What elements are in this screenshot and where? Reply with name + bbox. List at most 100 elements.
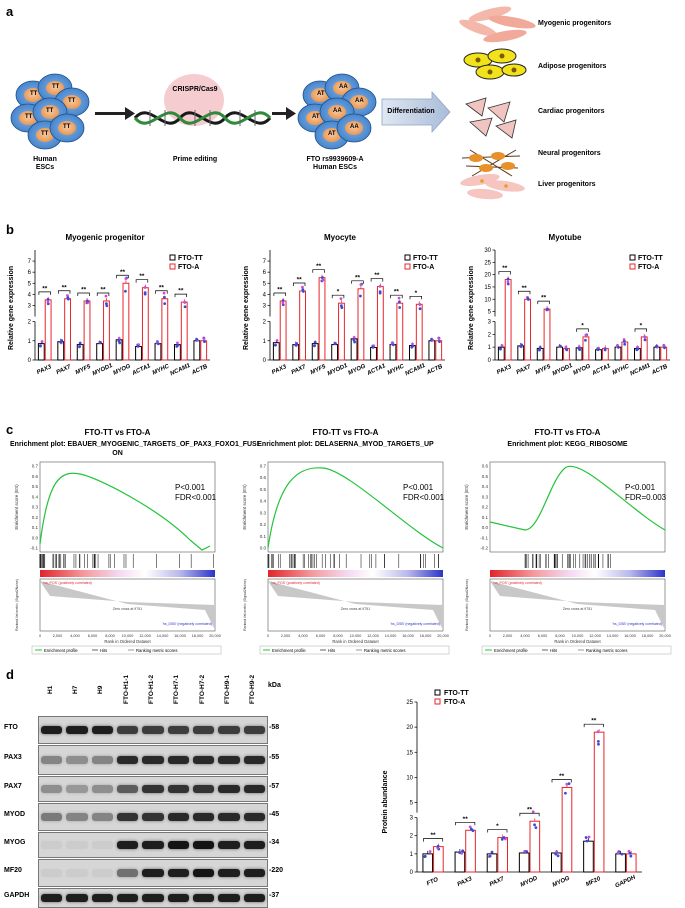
protein-band	[91, 726, 113, 734]
protein-band	[218, 785, 240, 793]
significance-bracket	[537, 300, 550, 305]
bar	[486, 853, 498, 873]
y-tick-label: 4	[263, 292, 267, 298]
chart-group: 0 1 2 3 5 10 15 20 25 FTO ** PAX3 ** PAX7 * MYOD ** MYOG *…	[406, 700, 642, 888]
legend-label: Enrichment profile	[494, 648, 528, 653]
x-tick-label: MYOG	[552, 875, 571, 888]
bar	[122, 282, 130, 361]
bar	[299, 290, 306, 361]
legend-label: FTO-A	[178, 264, 199, 271]
x-tick-label: PAX7	[516, 364, 533, 376]
significance-bracket	[38, 291, 51, 295]
x-tick-label: MYHC	[387, 363, 406, 376]
protein-band	[243, 756, 265, 764]
significance-bracket	[331, 294, 345, 299]
bar	[76, 344, 84, 361]
protein-band	[193, 894, 215, 902]
data-point	[622, 339, 626, 343]
data-point	[564, 791, 567, 795]
data-point	[136, 345, 140, 348]
significance-marker: **	[42, 285, 48, 292]
differentiation-arrow-icon	[381, 90, 451, 134]
x-tick-label: PAX7	[56, 364, 73, 376]
significance-marker: **	[355, 274, 361, 281]
es-tick-label: -0.1	[480, 535, 488, 540]
legend-label: Hits	[328, 648, 335, 653]
progenitor-label: Adipose progenitors	[538, 63, 607, 70]
bar	[497, 837, 508, 873]
data-point	[430, 337, 433, 341]
protein-band	[142, 785, 164, 793]
prime-editing-label: Prime editing	[172, 156, 218, 163]
x-tick-label: 8,000	[105, 634, 115, 638]
y-tick-label: 3	[263, 303, 267, 309]
data-point	[526, 297, 530, 300]
protein-band	[243, 841, 265, 849]
y-axis-label: Relative gene expression	[468, 266, 475, 350]
data-point	[124, 277, 128, 281]
data-point	[183, 300, 187, 304]
data-point	[275, 339, 279, 342]
gsea-comparison: FTO-TT vs FTO-A	[84, 428, 151, 437]
bar	[141, 287, 149, 361]
legend-label: FTO-A	[638, 264, 659, 271]
lane-label: FTO-H9-2	[249, 674, 257, 704]
pos-label: 'na_POS' (positively correlated)	[271, 581, 320, 585]
protein-label: FTO	[4, 724, 18, 731]
es-axis-label: Enrichment score (ES)	[14, 484, 19, 530]
x-tick-label: 0	[267, 634, 269, 638]
data-point	[555, 850, 559, 854]
y-tick-label: 5	[28, 281, 32, 287]
data-point	[597, 742, 600, 746]
protein-abundance-chart: Protein abundance 0 1 2 3 5 10 15 20 25 FTO ** PAX3 *…	[382, 689, 642, 888]
data-point	[538, 348, 541, 352]
x-tick-label: MYOG	[572, 363, 591, 376]
y-tick-label: 5	[488, 310, 492, 316]
protein-band	[167, 726, 189, 734]
bar	[193, 340, 201, 361]
data-point	[437, 337, 441, 341]
data-point	[567, 782, 571, 786]
data-point	[294, 343, 298, 347]
x-tick-label: MYHC	[152, 363, 171, 376]
significance-marker: **	[120, 269, 126, 276]
significance-marker: *	[640, 322, 643, 329]
protein-band	[142, 894, 164, 902]
es-tick-label: 0.6	[32, 474, 39, 479]
data-point	[534, 826, 538, 830]
y-tick-label: 3	[410, 816, 414, 822]
x-tick-label: NCAM1	[404, 363, 426, 378]
y-tick-label: 7	[263, 259, 267, 265]
x-axis-label: Rank in Ordered Dataset	[332, 639, 379, 644]
cas9-protein-icon	[164, 74, 224, 126]
legend-label: FTO-A	[444, 699, 465, 706]
significance-marker: **	[559, 773, 565, 780]
x-tick-label: ACTB	[650, 364, 669, 377]
pos-label: 'na_POS' (positively correlated)	[43, 581, 92, 585]
bar	[593, 731, 605, 873]
legend-label: FTO-A	[413, 264, 434, 271]
data-point	[531, 810, 535, 814]
data-point	[378, 290, 382, 294]
genotype-label: AA	[333, 108, 342, 114]
bar	[551, 852, 562, 873]
significance-marker: **	[522, 285, 528, 292]
data-point	[162, 295, 166, 299]
protein-band	[243, 726, 265, 734]
legend-swatch-a	[404, 263, 411, 270]
data-point	[506, 280, 510, 284]
x-tick-label: NCAM1	[629, 363, 651, 378]
genotype-label: TT	[25, 114, 33, 120]
data-point	[584, 338, 587, 342]
data-point	[468, 825, 472, 829]
y-tick-label: 1	[488, 345, 492, 351]
bar	[311, 343, 319, 361]
panel-c-gsea: FTO-TT vs FTO-A Enrichment plot: EBAUER_M…	[0, 428, 685, 660]
significance-marker: **	[178, 288, 184, 295]
crispr-label: CRISPR/Cas9	[172, 86, 218, 93]
protein-band	[117, 894, 139, 902]
blot-strip	[38, 832, 268, 858]
bar	[135, 346, 142, 361]
bar	[83, 300, 91, 361]
genotype-label: TT	[41, 131, 49, 137]
